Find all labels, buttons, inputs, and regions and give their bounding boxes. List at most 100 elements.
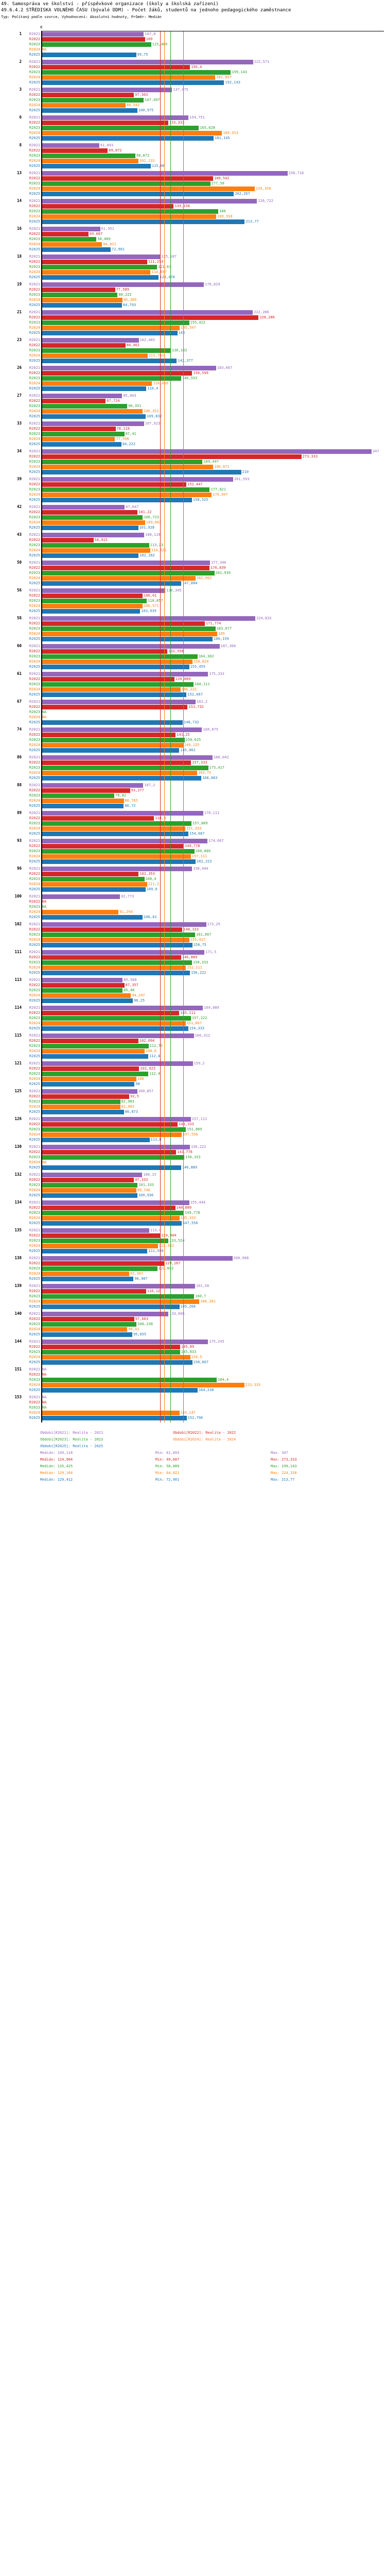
- bar[interactable]: [41, 631, 218, 636]
- bar[interactable]: [41, 603, 143, 608]
- bar[interactable]: [41, 1099, 120, 1104]
- bar[interactable]: [41, 977, 123, 982]
- bar[interactable]: [41, 1360, 192, 1365]
- bar[interactable]: [41, 492, 212, 497]
- bar[interactable]: [41, 887, 146, 892]
- bar[interactable]: [41, 932, 196, 937]
- bar[interactable]: [41, 1354, 190, 1360]
- bar[interactable]: [41, 348, 171, 353]
- bar[interactable]: [41, 393, 122, 398]
- bar[interactable]: [41, 894, 120, 899]
- bar[interactable]: [41, 575, 196, 581]
- bar[interactable]: [41, 993, 131, 998]
- bar[interactable]: [41, 914, 143, 920]
- bar[interactable]: [41, 176, 213, 181]
- bar[interactable]: [41, 548, 150, 553]
- bar[interactable]: [41, 626, 216, 631]
- bar[interactable]: [41, 120, 168, 125]
- bar[interactable]: [41, 765, 208, 770]
- bar[interactable]: [41, 803, 124, 808]
- bar[interactable]: [41, 226, 100, 231]
- bar[interactable]: [41, 664, 189, 669]
- bar[interactable]: [41, 409, 143, 414]
- bar[interactable]: [41, 115, 189, 120]
- bar[interactable]: [41, 153, 135, 158]
- bar[interactable]: [41, 1387, 198, 1393]
- bar[interactable]: [41, 798, 124, 803]
- bar[interactable]: [41, 1089, 137, 1094]
- bar[interactable]: [41, 42, 151, 47]
- bar[interactable]: [41, 866, 192, 871]
- bar[interactable]: [41, 1038, 138, 1043]
- bar[interactable]: [41, 370, 192, 376]
- bar[interactable]: [41, 464, 214, 469]
- bar[interactable]: [41, 882, 147, 887]
- bar[interactable]: [41, 1137, 150, 1142]
- bar[interactable]: [41, 1010, 180, 1015]
- bar[interactable]: [41, 671, 208, 676]
- bar[interactable]: [41, 843, 184, 849]
- bar[interactable]: [41, 704, 188, 709]
- bar[interactable]: [41, 130, 222, 135]
- bar[interactable]: [41, 87, 172, 92]
- bar[interactable]: [41, 982, 125, 988]
- bar[interactable]: [41, 70, 231, 75]
- bar[interactable]: [41, 264, 157, 269]
- bar[interactable]: [41, 504, 125, 510]
- bar[interactable]: [41, 1116, 191, 1122]
- bar[interactable]: [41, 1155, 185, 1160]
- bar[interactable]: [41, 1276, 134, 1281]
- bar[interactable]: [41, 1243, 158, 1248]
- bar[interactable]: [41, 810, 203, 816]
- bar[interactable]: [41, 937, 189, 942]
- bar[interactable]: [41, 927, 183, 932]
- bar[interactable]: [41, 449, 372, 454]
- bar[interactable]: [41, 37, 145, 42]
- bar[interactable]: [41, 1081, 135, 1087]
- bar[interactable]: [41, 560, 210, 565]
- bar[interactable]: [41, 598, 147, 603]
- bar[interactable]: [41, 1127, 186, 1132]
- bar[interactable]: [41, 487, 210, 492]
- bar[interactable]: [41, 414, 146, 419]
- bar[interactable]: [41, 1256, 233, 1261]
- bar[interactable]: [41, 302, 122, 308]
- bar[interactable]: [41, 97, 144, 103]
- bar[interactable]: [41, 871, 139, 876]
- bar[interactable]: [41, 143, 100, 148]
- bar[interactable]: [41, 793, 115, 798]
- bar[interactable]: [41, 1382, 244, 1387]
- bar[interactable]: [41, 1299, 200, 1304]
- bar[interactable]: [41, 876, 145, 882]
- bar[interactable]: [41, 292, 118, 297]
- bar[interactable]: [41, 1172, 143, 1177]
- bar[interactable]: [41, 1210, 184, 1215]
- bar[interactable]: [41, 649, 168, 654]
- bar[interactable]: [41, 1200, 189, 1205]
- bar[interactable]: [41, 643, 220, 649]
- bar[interactable]: [41, 826, 185, 831]
- bar[interactable]: [41, 737, 185, 742]
- bar[interactable]: [41, 922, 206, 927]
- bar[interactable]: [41, 659, 192, 664]
- bar[interactable]: [41, 330, 178, 335]
- bar[interactable]: [41, 1410, 180, 1415]
- bar[interactable]: [41, 1061, 193, 1066]
- bar[interactable]: [41, 236, 97, 242]
- bar[interactable]: [41, 1193, 137, 1198]
- bar[interactable]: [41, 191, 234, 196]
- bar[interactable]: [41, 783, 144, 788]
- bar[interactable]: [41, 636, 213, 641]
- bar[interactable]: [41, 854, 191, 859]
- bar[interactable]: [41, 849, 195, 854]
- bar[interactable]: [41, 955, 181, 960]
- bar[interactable]: [41, 720, 183, 725]
- bar[interactable]: [41, 343, 126, 348]
- bar[interactable]: [41, 431, 125, 436]
- bar[interactable]: [41, 52, 136, 57]
- bar[interactable]: [41, 682, 194, 687]
- bar[interactable]: [41, 859, 196, 864]
- bar[interactable]: [41, 1415, 187, 1420]
- bar[interactable]: [41, 1327, 128, 1332]
- bar[interactable]: [41, 755, 213, 760]
